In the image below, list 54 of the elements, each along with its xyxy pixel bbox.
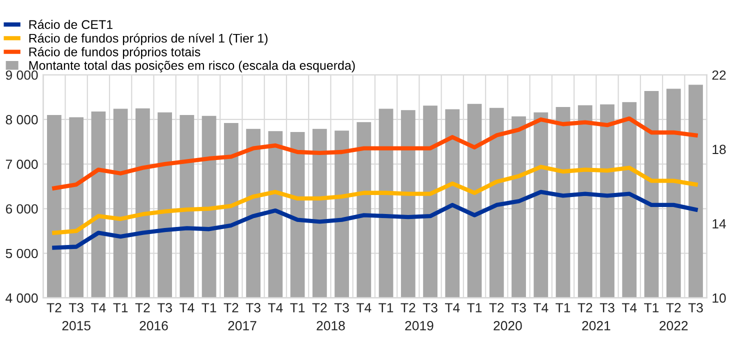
x-tick-label: T4 xyxy=(445,303,460,312)
legend-label: Rácio de fundos próprios totais xyxy=(29,47,200,59)
x-tick-label: T3 xyxy=(334,303,349,312)
y2-tick-label: 10 xyxy=(712,293,726,303)
text: 2022 xyxy=(660,321,688,330)
x-tick-label: T4 xyxy=(91,303,106,312)
legend-label: Rácio de CET1 xyxy=(29,20,112,29)
x-tick-label: T4 xyxy=(268,303,283,312)
x-tick-label: T3 xyxy=(688,303,703,312)
x-tick-label: T2 xyxy=(224,303,238,312)
text: 2015 xyxy=(62,321,90,330)
line-series xyxy=(52,116,698,190)
x-tick-label: T3 xyxy=(246,303,260,312)
x-tick-label: T1 xyxy=(290,303,305,312)
x-tick-label: T1 xyxy=(202,303,216,312)
text: 2021 xyxy=(582,321,610,330)
text: 2020 xyxy=(494,321,522,330)
x-tick-label: T2 xyxy=(489,303,504,312)
x-tick-label: T4 xyxy=(356,303,372,312)
x-tick-label: T2 xyxy=(312,303,327,312)
x-tick-label: T3 xyxy=(511,303,526,312)
x-tick-label: T4 xyxy=(533,303,548,312)
text: 2016 xyxy=(140,321,168,330)
y2-tick-label: 14 xyxy=(712,219,726,228)
x-tick-label: T3 xyxy=(157,303,172,312)
text: 2019 xyxy=(405,321,434,330)
x-tick-label: T2 xyxy=(578,303,592,312)
x-tick-label: T4 xyxy=(622,303,637,312)
x-tick-label: T1 xyxy=(467,303,482,312)
line-series xyxy=(52,190,698,250)
line-series xyxy=(52,164,698,235)
x-tick-label: T4 xyxy=(180,303,194,312)
y-tick-label: 9 000 xyxy=(6,70,38,80)
text: 2017 xyxy=(228,321,256,330)
x-tick-label: T2 xyxy=(135,303,150,312)
x-tick-label: T2 xyxy=(46,303,62,312)
x-tick-label: T1 xyxy=(556,303,570,312)
x-tick-label: T3 xyxy=(600,303,614,312)
x-tick-label: T1 xyxy=(113,303,128,312)
x-tick-label: T3 xyxy=(68,303,84,312)
text: 2018 xyxy=(316,321,345,330)
x-tick-label: T1 xyxy=(644,303,659,312)
x-tick-label: T2 xyxy=(666,303,681,312)
x-tick-label: T3 xyxy=(422,303,438,312)
y-tick-label: 6 000 xyxy=(6,204,38,214)
y-tick-label: 5 000 xyxy=(6,248,38,258)
legend-label: Rácio de fundos próprios de nível 1 (Tier 1) xyxy=(29,33,268,46)
x-tick-label: T1 xyxy=(378,303,394,312)
y-tick-label: 4 000 xyxy=(6,293,38,303)
x-tick-label: T2 xyxy=(400,303,416,312)
y2-tick-label: 18 xyxy=(712,144,726,154)
y2-tick-label: 22 xyxy=(712,70,726,80)
y-tick-label: 8 000 xyxy=(6,115,38,124)
y-tick-label: 7 000 xyxy=(6,160,38,169)
